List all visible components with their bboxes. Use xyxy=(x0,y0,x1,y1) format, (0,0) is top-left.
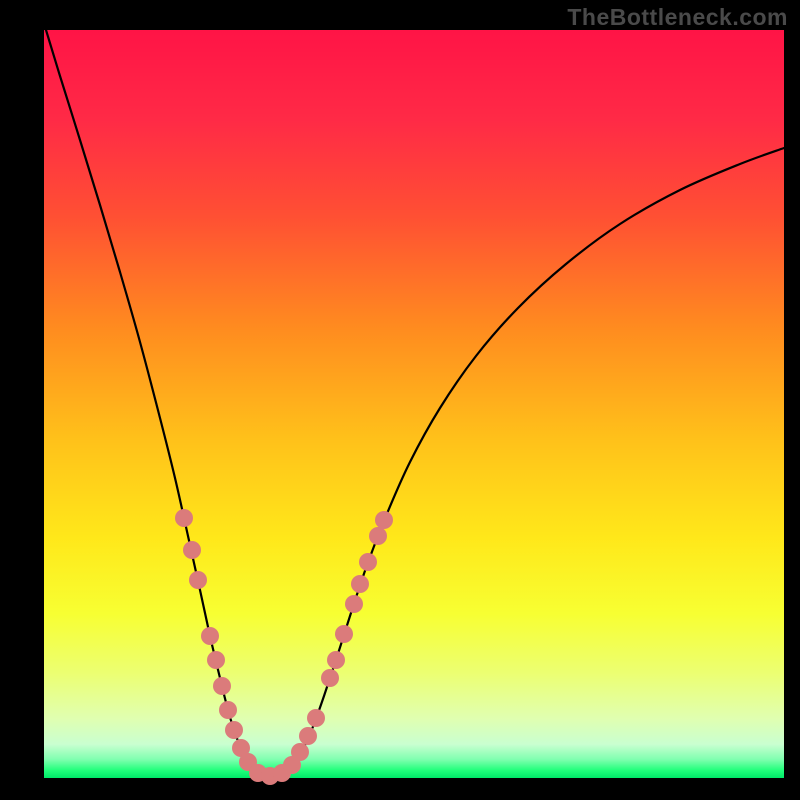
data-marker xyxy=(375,511,393,529)
plot-background xyxy=(44,30,784,778)
chart-container: TheBottleneck.com xyxy=(0,0,800,800)
data-marker xyxy=(219,701,237,719)
data-marker xyxy=(359,553,377,571)
data-marker xyxy=(175,509,193,527)
data-marker xyxy=(189,571,207,589)
watermark-text: TheBottleneck.com xyxy=(567,4,788,31)
data-marker xyxy=(321,669,339,687)
data-marker xyxy=(335,625,353,643)
data-marker xyxy=(201,627,219,645)
data-marker xyxy=(213,677,231,695)
data-marker xyxy=(299,727,317,745)
data-marker xyxy=(327,651,345,669)
data-marker xyxy=(291,743,309,761)
bottleneck-chart xyxy=(0,0,800,800)
data-marker xyxy=(345,595,363,613)
data-marker xyxy=(351,575,369,593)
data-marker xyxy=(225,721,243,739)
data-marker xyxy=(207,651,225,669)
data-marker xyxy=(307,709,325,727)
data-marker xyxy=(369,527,387,545)
data-marker xyxy=(183,541,201,559)
